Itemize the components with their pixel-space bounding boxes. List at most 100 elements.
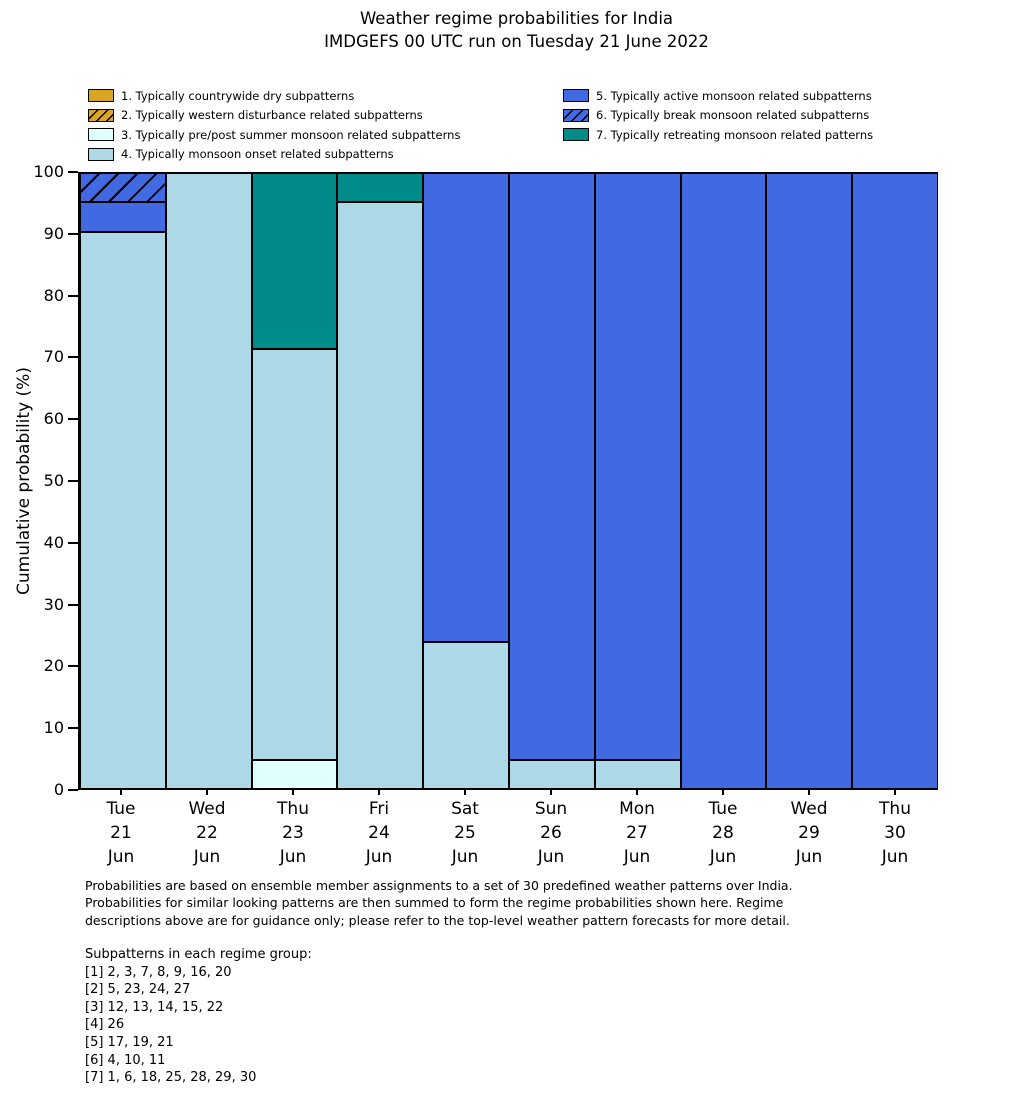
x-tick-label-line: Jun: [107, 847, 135, 867]
x-tick-mark: [636, 790, 638, 795]
footnote-line: Probabilities are based on ensemble memb…: [85, 878, 793, 893]
x-tick-label-wed-22-jun: Wed 22 Jun: [188, 797, 225, 869]
x-tick-label-sat-25-jun: Sat 25 Jun: [451, 797, 479, 869]
x-tick-label-line: Jun: [537, 847, 565, 867]
subpattern-group: [3] 12, 13, 14, 15, 22: [85, 999, 224, 1015]
x-tick-label-line: 27: [626, 823, 648, 843]
x-tick-label-wed-29-jun: Wed 29 Jun: [790, 797, 827, 869]
y-tick-mark: [68, 418, 78, 421]
y-tick-mark: [68, 356, 78, 359]
y-tick-label-70: 70: [43, 347, 64, 367]
x-tick-label-line: 29: [798, 823, 820, 843]
legend-swatch-icon: [88, 89, 114, 102]
x-tick-mark: [550, 790, 552, 795]
x-tick-label-line: Jun: [193, 847, 221, 867]
y-tick-label-0: 0: [53, 780, 64, 799]
x-tick-label-line: Jun: [709, 847, 737, 867]
x-tick-label-line: Jun: [881, 847, 909, 867]
y-tick-label-50: 50: [43, 471, 64, 490]
bar-tue-28-jun: [680, 172, 767, 788]
x-tick-label-thu-23-jun: Thu 23 Jun: [277, 797, 309, 869]
legend-label: 7. Typically retreating monsoon related …: [596, 127, 874, 142]
bar-mon-27-jun: [594, 172, 681, 788]
segment-regime-5-tue-21-jun: [81, 201, 165, 231]
y-tick-label-10: 10: [43, 718, 64, 738]
legend-item-1: 1. Typically countrywide dry subpatterns: [88, 86, 460, 105]
legend-swatch-icon: [563, 128, 589, 141]
y-tick-label-80: 80: [43, 285, 64, 305]
x-tick-label-line: Tue: [708, 799, 738, 819]
x-tick-mark: [292, 790, 294, 795]
subpattern-group: [7] 1, 6, 18, 25, 28, 29, 30: [85, 1070, 257, 1086]
x-tick-label-fri-24-jun: Fri 24 Jun: [366, 797, 393, 869]
segment-regime-5-mon-27-jun: [595, 172, 680, 759]
segment-regime-5-wed-29-jun: [767, 172, 852, 788]
x-tick-label-line: Jun: [365, 847, 393, 867]
x-tick-label-tue-21-jun: Tue 21 Jun: [106, 797, 135, 869]
x-tick-label-line: Wed: [188, 799, 226, 819]
x-tick-label-sun-26-jun: Sun 26 Jun: [535, 797, 567, 869]
y-tick-label-90: 90: [43, 223, 64, 243]
x-tick-label-line: Fri: [368, 799, 390, 819]
x-tick-label-line: Jun: [279, 847, 307, 867]
y-tick-mark: [68, 294, 78, 297]
legend-swatch-icon: [563, 89, 589, 102]
y-tick-mark: [68, 541, 78, 544]
segment-regime-4-mon-27-jun: [595, 758, 680, 788]
legend-item-5: 5. Typically active monsoon related subp…: [563, 86, 873, 105]
bar-thu-23-jun: [251, 172, 338, 788]
x-tick-label-line: Tue: [106, 799, 136, 819]
x-tick-label-line: Sun: [534, 799, 568, 819]
y-tick-label-100: 100: [33, 162, 64, 181]
y-tick-mark: [68, 480, 78, 482]
legend-column-right: 5. Typically active monsoon related subp…: [563, 86, 873, 145]
footnote-line: Probabilities for similar looking patter…: [85, 895, 784, 911]
legend-swatch-icon: [88, 147, 114, 161]
segment-regime-5-sun-26-jun: [509, 172, 594, 759]
legend-column-left: 1. Typically countrywide dry subpatterns…: [88, 86, 460, 164]
x-tick-label-line: 23: [282, 823, 304, 843]
segment-regime-4-sat-25-jun: [424, 641, 508, 788]
subpatterns-heading: Subpatterns in each regime group:: [85, 947, 312, 962]
legend-item-3: 3. Typically pre/post summer monsoon rel…: [88, 125, 460, 144]
x-tick-label-line: Wed: [790, 799, 828, 819]
x-tick-label-line: 24: [368, 823, 390, 843]
x-tick-mark: [808, 790, 810, 795]
plot-area: [78, 172, 938, 790]
segment-regime-4-wed-22-jun: [166, 172, 251, 788]
chart-title: Weather regime probabilities for India: [359, 9, 674, 28]
footnote-line: descriptions above are for guidance only…: [85, 912, 790, 928]
x-tick-label-line: 21: [110, 823, 132, 843]
segment-regime-5-sat-25-jun: [424, 172, 508, 642]
subpattern-group: [1] 2, 3, 7, 8, 9, 16, 20: [85, 964, 232, 980]
segment-regime-6-tue-21-jun: [81, 172, 165, 202]
legend-item-6: 6. Typically break monsoon related subpa…: [563, 106, 873, 125]
subpattern-group: [2] 5, 23, 24, 27: [85, 982, 191, 998]
x-tick-label-line: 26: [540, 823, 562, 843]
segment-regime-4-tue-21-jun: [81, 230, 165, 788]
legend-label: 2. Typically western disturbance related…: [121, 108, 423, 122]
segment-regime-5-tue-28-jun: [681, 172, 766, 788]
subpattern-group: [6] 4, 10, 11: [85, 1052, 166, 1068]
x-tick-mark: [722, 790, 724, 795]
legend-swatch-icon: [563, 108, 589, 122]
y-tick-mark: [68, 727, 78, 730]
y-tick-label-60: 60: [43, 409, 64, 429]
chart-subtitle: IMDGEFS 00 UTC run on Tuesday 21 June 20…: [324, 32, 709, 51]
segment-regime-7-thu-23-jun: [252, 172, 337, 349]
x-tick-label-line: 22: [196, 823, 218, 843]
y-tick-label-40: 40: [43, 532, 64, 552]
legend-label: 1. Typically countrywide dry subpatterns: [121, 88, 355, 103]
y-tick-mark: [68, 171, 78, 173]
bar-tue-21-jun: [80, 172, 166, 788]
y-tick-mark: [68, 232, 78, 235]
subpatterns-block: Subpatterns in each regime group: [1] 2,…: [85, 946, 312, 1087]
x-tick-label-tue-28-jun: Tue 28 Jun: [708, 797, 737, 869]
legend-item-2: 2. Typically western disturbance related…: [88, 106, 460, 125]
bar-fri-24-jun: [337, 172, 424, 788]
x-tick-label-line: Jun: [623, 847, 651, 867]
x-tick-label-line: Thu: [879, 799, 911, 819]
legend-swatch-icon: [88, 108, 114, 122]
segment-regime-5-thu-30-jun: [853, 172, 937, 788]
